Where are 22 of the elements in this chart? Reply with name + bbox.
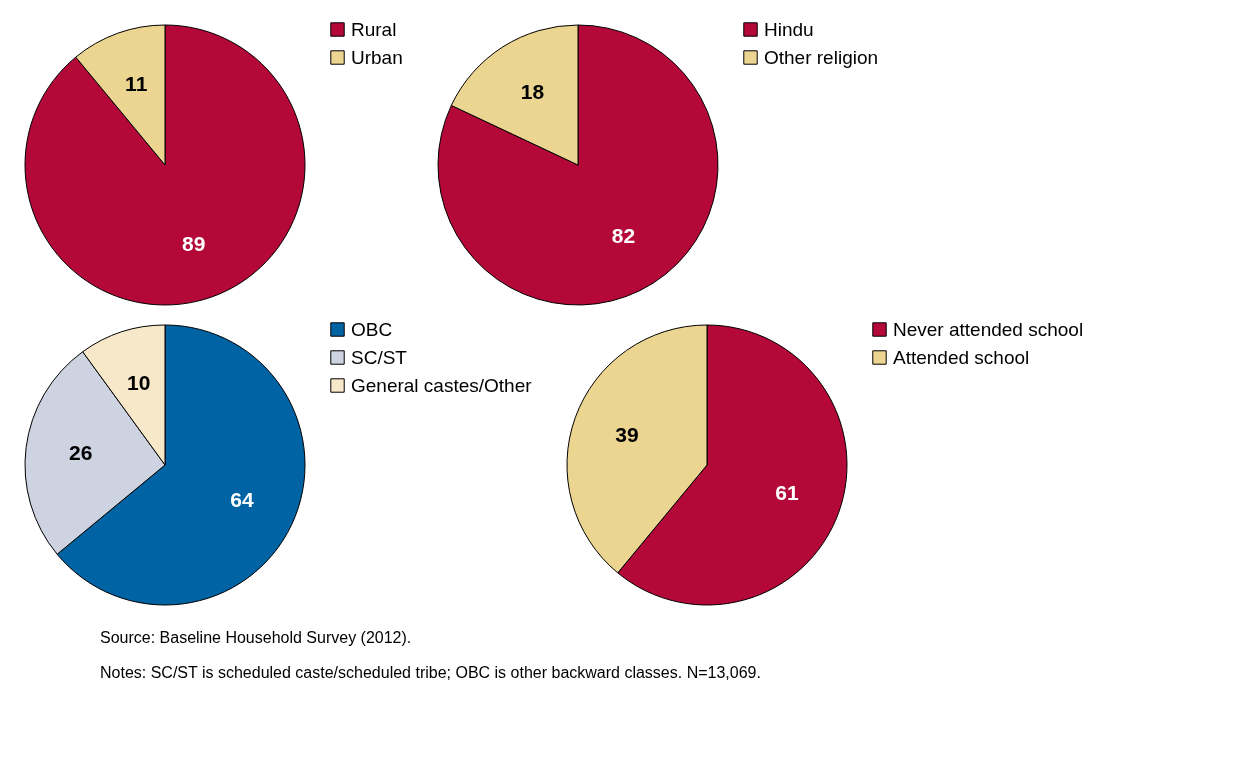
data-label: 82 xyxy=(611,223,636,247)
legend-label: Attended school xyxy=(893,346,1030,368)
data-label: 26 xyxy=(68,441,93,465)
legend-label: Other religion xyxy=(764,46,879,68)
text: Notes: SC/ST is scheduled caste/scheduled tribe; OBC is other backward classes. N=13,069. xyxy=(100,663,761,681)
legend-label: Urban xyxy=(351,46,403,68)
data-label: 11 xyxy=(125,72,148,96)
legend-label: Hindu xyxy=(764,18,814,40)
legend-label: Never attended school xyxy=(893,318,1084,340)
data-label: 89 xyxy=(182,231,206,255)
pie-slice xyxy=(437,24,719,306)
legend-label: Rural xyxy=(351,18,397,40)
source-note: Source: Baseline Household Survey (2012). xyxy=(100,628,412,646)
legend-label: General castes/Other xyxy=(351,374,533,396)
data-label: 18 xyxy=(520,80,545,104)
pie-slice xyxy=(24,24,306,306)
data-label: 64 xyxy=(230,488,254,512)
data-label: 61 xyxy=(775,480,799,504)
legend-label: OBC xyxy=(351,318,393,340)
data-label: 10 xyxy=(127,371,151,395)
legend-label: SC/ST xyxy=(351,346,408,368)
data-label: 39 xyxy=(615,423,639,447)
